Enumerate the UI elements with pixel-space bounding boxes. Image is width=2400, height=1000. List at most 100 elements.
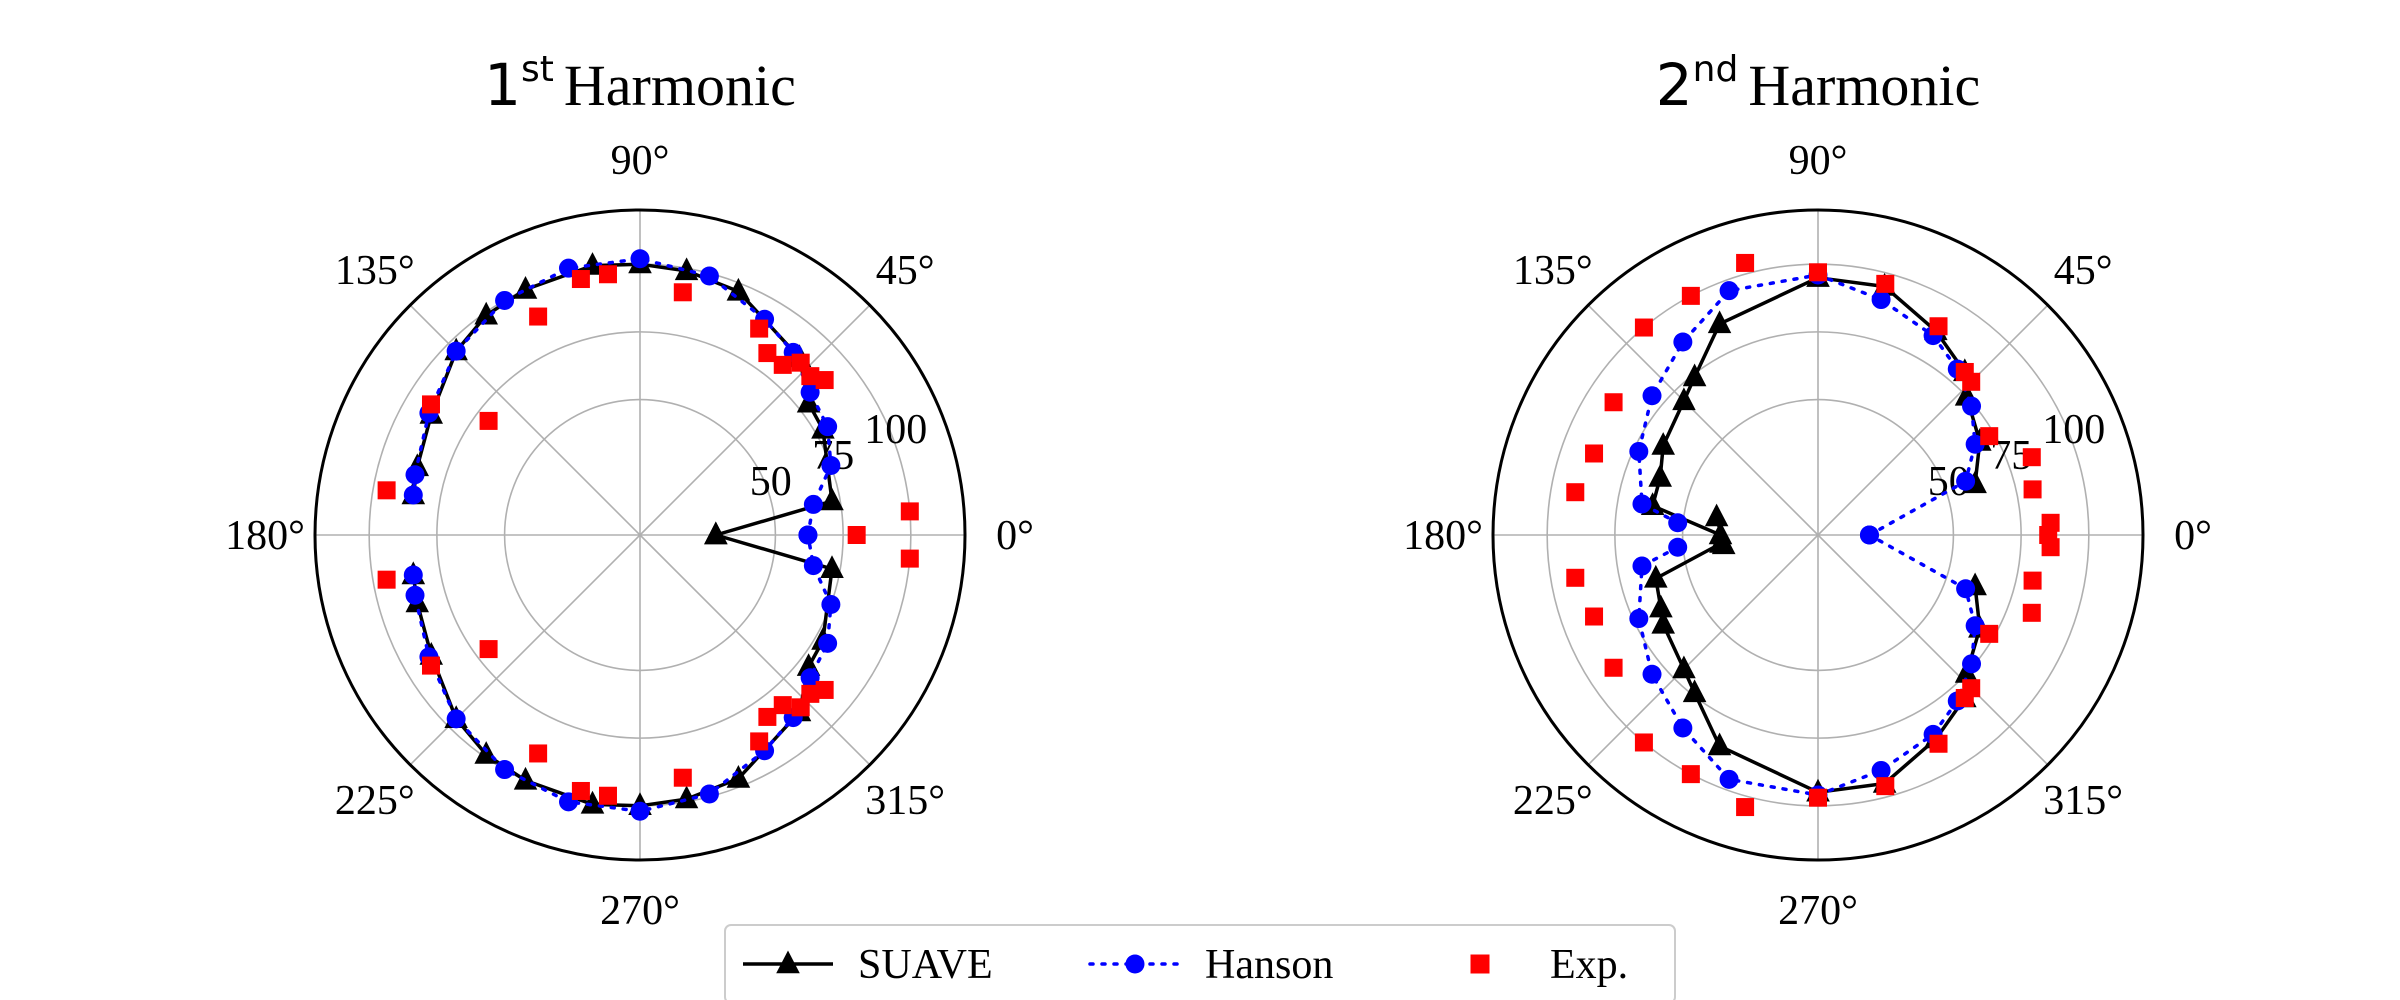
data-point xyxy=(1642,664,1662,684)
data-point xyxy=(2023,571,2042,590)
data-point xyxy=(1707,310,1732,334)
polar-frame xyxy=(313,208,967,862)
chart-title: 2nd Harmonic xyxy=(1656,49,1981,119)
data-point xyxy=(479,640,498,659)
data-point xyxy=(750,732,769,751)
data-point xyxy=(1672,655,1696,679)
data-point xyxy=(1929,317,1948,336)
data-point xyxy=(1709,530,1733,553)
data-point xyxy=(1956,579,1976,599)
series-line xyxy=(1637,533,1977,797)
data-point xyxy=(704,521,728,545)
legend-marker xyxy=(1470,954,1490,974)
legend: SUAVE Hanson Exp. xyxy=(724,924,1676,1000)
data-point xyxy=(1809,263,1827,282)
data-point xyxy=(1642,386,1662,406)
data-point xyxy=(1736,798,1755,817)
angle-tick-label: 90° xyxy=(1789,138,1848,184)
angle-tick-label: 180° xyxy=(1403,513,1483,559)
data-point xyxy=(818,417,838,437)
data-point xyxy=(1566,483,1585,502)
second-harmonic-polar-chart: 2nd Harmonic 0° 45° 90° 135° 180° 225° 270° 315°… xyxy=(1403,49,2212,934)
data-point xyxy=(571,781,590,800)
data-point xyxy=(800,668,820,688)
data-point xyxy=(815,371,834,390)
data-point xyxy=(1707,732,1732,756)
angle-tick-label: 135° xyxy=(1513,248,1593,294)
chart-title-superscript: st xyxy=(521,49,554,90)
data-point xyxy=(403,565,423,585)
data-point xyxy=(900,502,919,521)
data-point xyxy=(630,801,650,821)
data-point xyxy=(815,680,834,699)
data-point xyxy=(1632,556,1652,576)
angle-tick-label: 225° xyxy=(1513,778,1593,824)
data-point xyxy=(1719,281,1739,301)
series-line xyxy=(411,257,833,537)
data-point xyxy=(821,456,841,476)
data-point xyxy=(801,684,820,703)
data-point xyxy=(1634,733,1653,752)
legend-frame xyxy=(724,924,1676,1000)
data-point xyxy=(798,525,818,545)
chart-title-word: Harmonic xyxy=(1748,53,1980,118)
data-point xyxy=(803,556,823,576)
chart-title: 1st Harmonic xyxy=(484,49,796,119)
data-point xyxy=(1956,471,1976,491)
data-point xyxy=(377,481,396,500)
data-point xyxy=(1585,607,1604,626)
angle-tick-label: 225° xyxy=(335,778,415,824)
legend-marker xyxy=(1125,954,1145,974)
chart-title-superscript: nd xyxy=(1693,49,1739,90)
data-point xyxy=(1673,332,1693,352)
data-point xyxy=(2022,448,2041,467)
data-point xyxy=(1682,679,1707,703)
data-point xyxy=(699,266,719,286)
data-point xyxy=(1649,594,1673,618)
angle-tick-label: 45° xyxy=(2054,248,2113,294)
data-point xyxy=(773,355,792,374)
data-point xyxy=(1681,286,1700,305)
series-hanson xyxy=(403,249,841,821)
data-point xyxy=(750,319,769,338)
data-point xyxy=(800,382,820,402)
data-point xyxy=(1719,769,1739,789)
data-point xyxy=(495,290,515,310)
data-point xyxy=(1604,393,1623,412)
polar-frame xyxy=(1491,208,2145,862)
data-point xyxy=(1668,537,1688,557)
data-point xyxy=(1704,503,1729,527)
angle-tick-label: 270° xyxy=(1778,888,1858,934)
data-point xyxy=(580,252,605,275)
angular-gridline xyxy=(1817,534,2049,766)
data-point xyxy=(1871,760,1891,780)
data-point xyxy=(803,494,823,514)
angle-tick-label: 135° xyxy=(335,248,415,294)
data-point xyxy=(1871,290,1891,310)
data-point xyxy=(1876,274,1895,293)
data-point xyxy=(758,344,777,363)
data-point xyxy=(673,283,692,302)
legend-label: SUAVE xyxy=(858,942,993,988)
angular-gridline xyxy=(1587,534,1819,766)
angular-gridline xyxy=(1587,304,1819,536)
data-point xyxy=(1682,363,1707,387)
data-point xyxy=(529,307,548,326)
data-point xyxy=(758,707,777,726)
data-point xyxy=(726,765,751,788)
data-point xyxy=(1962,654,1982,674)
data-point xyxy=(847,526,866,544)
legend-marker xyxy=(776,950,800,974)
series-exp xyxy=(1566,253,2060,817)
data-point xyxy=(820,487,844,511)
data-point xyxy=(1929,734,1948,753)
data-point xyxy=(1604,658,1623,677)
data-point xyxy=(2023,480,2042,499)
data-point xyxy=(1859,525,1879,545)
data-point xyxy=(1980,427,1999,446)
series-exp xyxy=(377,265,919,805)
angle-tick-label: 90° xyxy=(611,138,670,184)
data-point xyxy=(1980,624,1999,643)
data-point xyxy=(699,784,719,804)
data-point xyxy=(900,549,919,568)
